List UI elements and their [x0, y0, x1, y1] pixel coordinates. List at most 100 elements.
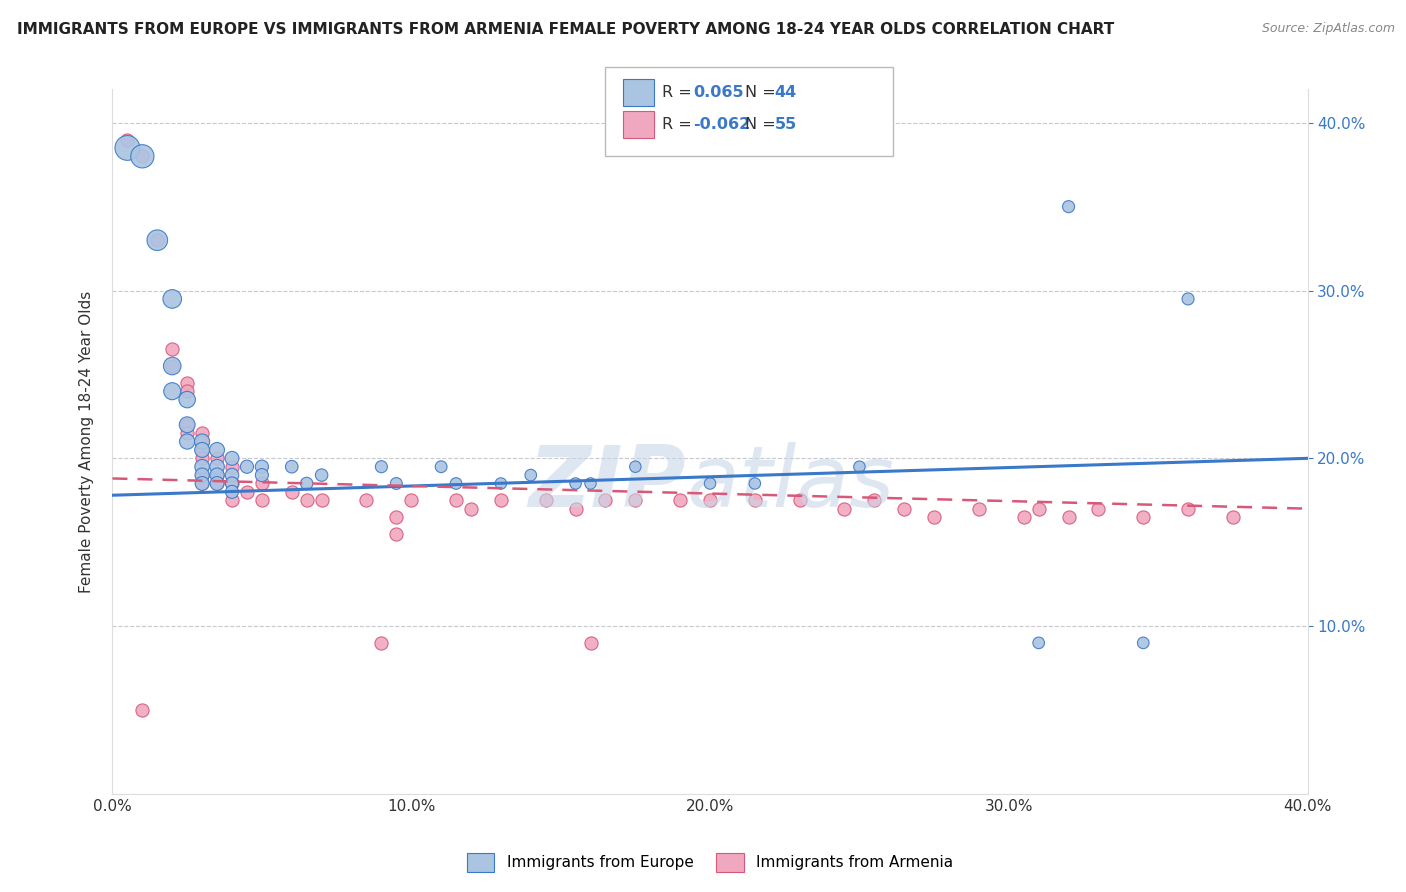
Point [1177, 501, 1199, 516]
Point [444, 476, 467, 491]
Point [221, 476, 243, 491]
Point [205, 442, 228, 457]
Point [146, 233, 169, 247]
Point [295, 493, 318, 508]
Point [1028, 636, 1050, 650]
Point [460, 501, 482, 516]
Point [430, 459, 453, 474]
Point [311, 493, 333, 508]
Point [489, 493, 512, 508]
Point [401, 493, 423, 508]
Point [967, 501, 990, 516]
Point [162, 359, 183, 373]
Point [1028, 501, 1050, 516]
Point [534, 493, 557, 508]
Text: R =: R = [662, 85, 697, 100]
Point [191, 476, 214, 491]
Point [848, 459, 870, 474]
Point [922, 510, 945, 524]
Point [191, 468, 214, 483]
Point [146, 233, 169, 247]
Point [311, 468, 333, 483]
Point [863, 493, 886, 508]
Point [520, 468, 543, 483]
Point [789, 493, 811, 508]
Point [191, 442, 214, 457]
Point [162, 343, 183, 357]
Point [191, 442, 214, 457]
Point [221, 451, 243, 466]
Point [281, 459, 304, 474]
Point [162, 359, 183, 373]
Text: atlas: atlas [686, 442, 894, 525]
Point [191, 451, 214, 466]
Point [699, 493, 721, 508]
Point [205, 468, 228, 483]
Point [624, 459, 647, 474]
Y-axis label: Female Poverty Among 18-24 Year Olds: Female Poverty Among 18-24 Year Olds [79, 291, 94, 592]
Point [579, 476, 602, 491]
Point [221, 493, 243, 508]
Text: N =: N = [745, 117, 782, 132]
Point [1177, 292, 1199, 306]
Point [236, 484, 259, 499]
Point [1057, 200, 1080, 214]
Point [1132, 510, 1154, 524]
Point [205, 476, 228, 491]
Point [1087, 501, 1109, 516]
Point [176, 392, 198, 407]
Point [295, 476, 318, 491]
Point [699, 476, 721, 491]
Point [131, 149, 153, 163]
Point [191, 476, 214, 491]
Point [221, 484, 243, 499]
Point [162, 384, 183, 399]
Point [191, 468, 214, 483]
Legend: Immigrants from Europe, Immigrants from Armenia: Immigrants from Europe, Immigrants from … [461, 847, 959, 878]
Point [595, 493, 617, 508]
Point [117, 141, 139, 155]
Point [1012, 510, 1035, 524]
Point [385, 476, 408, 491]
Point [176, 384, 198, 399]
Text: IMMIGRANTS FROM EUROPE VS IMMIGRANTS FROM ARMENIA FEMALE POVERTY AMONG 18-24 YEA: IMMIGRANTS FROM EUROPE VS IMMIGRANTS FRO… [17, 22, 1114, 37]
Point [250, 468, 273, 483]
Point [221, 468, 243, 483]
Point [744, 476, 766, 491]
Point [370, 459, 392, 474]
Point [191, 434, 214, 449]
Point [1222, 510, 1244, 524]
Point [191, 459, 214, 474]
Text: Source: ZipAtlas.com: Source: ZipAtlas.com [1261, 22, 1395, 36]
Point [191, 434, 214, 449]
Point [191, 426, 214, 441]
Point [205, 451, 228, 466]
Point [1132, 636, 1154, 650]
Point [205, 459, 228, 474]
Point [205, 476, 228, 491]
Point [236, 459, 259, 474]
Point [356, 493, 378, 508]
Point [444, 493, 467, 508]
Point [131, 149, 153, 163]
Point [489, 476, 512, 491]
Point [385, 526, 408, 541]
Point [117, 132, 139, 146]
Text: 0.065: 0.065 [693, 85, 744, 100]
Point [176, 417, 198, 432]
Point [176, 426, 198, 441]
Point [624, 493, 647, 508]
Text: -0.062: -0.062 [693, 117, 751, 132]
Point [579, 636, 602, 650]
Point [250, 476, 273, 491]
Text: ZIP: ZIP [529, 442, 686, 525]
Point [176, 417, 198, 432]
Point [370, 636, 392, 650]
Point [834, 501, 856, 516]
Text: 55: 55 [775, 117, 797, 132]
Text: R =: R = [662, 117, 697, 132]
Point [564, 501, 586, 516]
Point [221, 459, 243, 474]
Point [669, 493, 692, 508]
Point [744, 493, 766, 508]
